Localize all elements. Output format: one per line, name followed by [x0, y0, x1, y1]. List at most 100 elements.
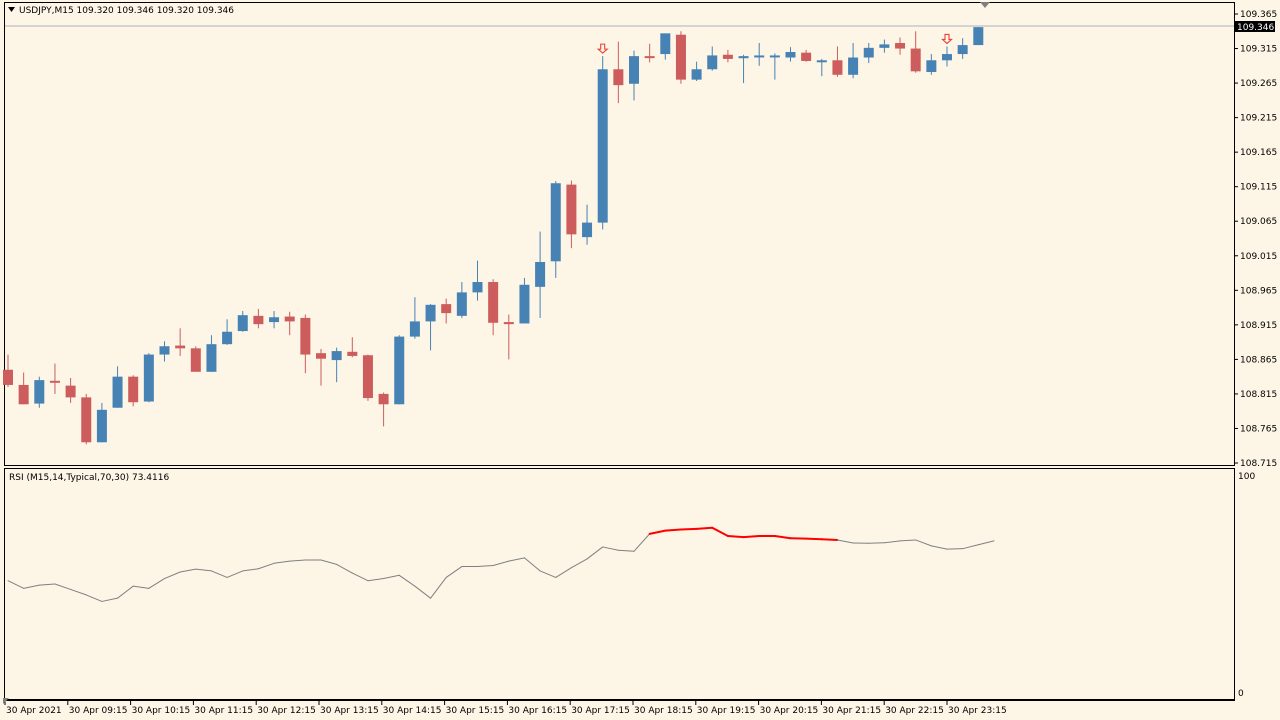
candle-19: [300, 314, 311, 374]
rsi-segment: [836, 539, 854, 544]
candle-4: [65, 378, 76, 403]
candle-body: [879, 44, 890, 48]
rsi-segment: [742, 535, 761, 539]
price-tick-label: 109.165: [1240, 148, 1277, 158]
rsi-segment: [414, 585, 432, 599]
rsi-segment: [523, 557, 541, 572]
candle-body: [801, 52, 812, 61]
candle-33: [519, 277, 530, 324]
candle-body: [253, 315, 264, 325]
time-axis[interactable]: 30 Apr 2021 30 Apr 09:15 30 Apr 10:15 30 Ap…: [3, 698, 1235, 716]
sell-arrow-icon-1: [941, 33, 953, 45]
candle-body: [660, 33, 671, 55]
candle-3: [49, 363, 60, 394]
candle-body: [331, 351, 342, 361]
time-tick-label: 30 Apr 10:15: [132, 706, 191, 716]
candle-body: [159, 346, 170, 355]
time-tick-label: 30 Apr 18:15: [634, 706, 693, 716]
candle-body: [519, 284, 530, 324]
dropdown-triangle-icon[interactable]: [8, 7, 15, 12]
candle-body: [535, 261, 546, 287]
candle-body: [629, 56, 639, 84]
rsi-segment: [210, 570, 228, 578]
candle-31: [488, 279, 499, 336]
rsi-segment: [445, 566, 463, 578]
candle-28: [441, 298, 452, 324]
candle-body: [362, 355, 373, 399]
candle-51: [801, 49, 812, 62]
candle-2: [34, 376, 45, 408]
time-tick-label: 30 Apr 21:15: [822, 706, 881, 716]
candle-48: [754, 43, 765, 66]
rsi-segment: [289, 559, 306, 562]
price-tick-label: 108.915: [1240, 321, 1277, 331]
candle-57: [895, 37, 906, 55]
candle-58: [910, 31, 921, 73]
rsi-pane[interactable]: RSI (M15,14,Typical,70,30) 73.4116 100 0: [4, 468, 1256, 700]
rsi-segment: [398, 574, 416, 587]
candle-body: [613, 69, 624, 86]
candle-44: [691, 61, 702, 82]
rsi-segment: [555, 567, 572, 578]
price-tick-label: 109.115: [1240, 183, 1277, 193]
price-pane[interactable]: USDJPY,M15 109.320 109.346 109.320 109.3…: [3, 2, 1235, 466]
sell-arrow-icon-0: [596, 43, 609, 54]
candle-body: [957, 45, 968, 55]
candle-body: [863, 47, 874, 58]
candle-body: [81, 397, 92, 443]
rsi-segment: [132, 585, 150, 589]
candle-body: [550, 183, 561, 262]
price-tick-label: 109.315: [1240, 45, 1277, 55]
time-tick-label: 30 Apr 16:15: [508, 706, 567, 716]
candle-body: [378, 393, 389, 405]
chart-shift-marker-icon[interactable]: [980, 2, 990, 8]
candle-body: [848, 57, 859, 75]
rsi-segment: [38, 583, 56, 586]
rsi-segment: [539, 570, 557, 578]
candle-body: [222, 331, 233, 345]
price-axis[interactable]: 109.365 109.315 109.265 109.215 109.165 109.1…: [1234, 2, 1277, 469]
price-candles: [3, 27, 984, 445]
candle-36: [566, 180, 577, 249]
candle-body: [112, 376, 123, 408]
candle-20: [316, 349, 326, 386]
rsi-segment: [930, 545, 948, 550]
candle-56: [879, 39, 890, 53]
rsi-segment: [679, 527, 698, 531]
rsi-tick-max: 100: [1238, 472, 1255, 482]
candle-27: [425, 304, 436, 351]
candle-30: [472, 260, 483, 301]
price-tick-label: 109.365: [1240, 10, 1277, 20]
candle-55: [863, 43, 874, 64]
rsi-segment: [367, 578, 385, 582]
candle-body: [582, 222, 593, 238]
candle-45: [707, 46, 718, 71]
symbol-header: USDJPY,M15 109.320 109.346 109.320 109.3…: [19, 6, 234, 16]
rsi-segment: [962, 544, 979, 550]
candle-7: [112, 366, 123, 408]
candle-body: [503, 322, 514, 325]
candle-body: [128, 376, 139, 403]
rsi-segment: [508, 557, 525, 562]
candle-53: [832, 46, 843, 77]
candle-body: [488, 282, 499, 323]
price-tick-label: 108.965: [1240, 286, 1277, 296]
time-tick-label: 30 Apr 13:15: [320, 706, 379, 716]
rsi-segment: [726, 535, 745, 539]
candle-body: [472, 282, 483, 293]
candle-40: [629, 50, 639, 101]
rsi-segment: [101, 597, 119, 602]
candle-39: [613, 41, 624, 104]
candle-59: [926, 54, 937, 75]
rsi-segment: [242, 568, 259, 572]
candle-body: [722, 54, 733, 59]
price-tick-label: 109.215: [1240, 114, 1277, 124]
candle-22: [347, 337, 358, 358]
price-tick-label: 108.865: [1240, 355, 1277, 365]
candle-41: [644, 43, 655, 63]
candle-body: [143, 354, 154, 402]
candle-25: [394, 335, 405, 405]
scroll-start-marker-icon[interactable]: [3, 698, 9, 704]
time-tick-label: 30 Apr 20:15: [760, 706, 819, 716]
